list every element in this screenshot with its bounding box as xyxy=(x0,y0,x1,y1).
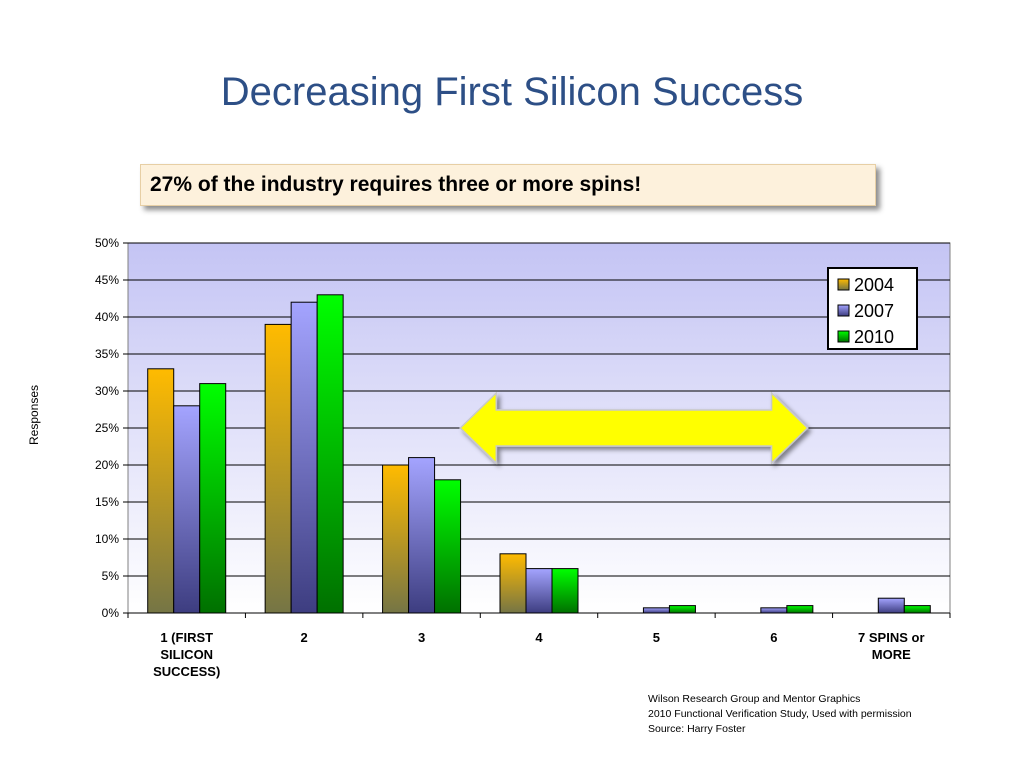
legend-label-2010: 2010 xyxy=(854,327,894,347)
source-line-3: Source: Harry Foster xyxy=(648,723,746,735)
y-tick-label: 45% xyxy=(95,273,119,287)
legend-label-2007: 2007 xyxy=(854,301,894,321)
bar-2007-1 xyxy=(173,405,201,614)
bar-2007-4 xyxy=(525,568,553,614)
x-tick-label: 1 (FIRST SILICON SUCCESS) xyxy=(153,630,220,679)
legend-label-2004: 2004 xyxy=(854,275,894,295)
y-tick-label: 20% xyxy=(95,458,119,472)
slide-title: Decreasing First Silicon Success xyxy=(220,70,804,114)
y-tick-label: 50% xyxy=(95,236,119,250)
legend-swatch-2010 xyxy=(837,330,850,343)
legend: 2004 2007 2010 xyxy=(827,267,918,350)
x-tick-label: 3 xyxy=(418,630,425,645)
legend-swatch-2004 xyxy=(837,278,850,291)
x-tick-label: 4 xyxy=(535,630,543,645)
y-axis-label: Responses xyxy=(27,385,41,445)
bar-2007-5 xyxy=(642,607,670,614)
x-tick-label: 5 xyxy=(653,630,660,645)
x-tick-label: 2 xyxy=(301,630,308,645)
y-tick-label: 35% xyxy=(95,347,119,361)
bar-2010-2 xyxy=(316,294,344,614)
y-tick-label: 0% xyxy=(102,606,120,620)
y-tick-label: 40% xyxy=(95,310,119,324)
double-arrow-shape xyxy=(459,391,809,465)
bar-2010-7 xyxy=(903,605,931,614)
x-axis-ticks: 1 (FIRST SILICON SUCCESS) 2 3 4 5 6 7 SPINS or MO… xyxy=(127,613,951,679)
callout-box: 27% of the industry requires three or mo… xyxy=(140,164,876,206)
source-line-1: Wilson Research Group and Mentor Graphic… xyxy=(648,693,861,705)
y-tick-label: 30% xyxy=(95,384,119,398)
bar-2004-1 xyxy=(147,368,175,614)
bar-2004-4 xyxy=(499,553,527,614)
x-tick-label: 6 xyxy=(770,630,777,645)
bar-2007-7 xyxy=(877,597,905,614)
bars xyxy=(147,294,931,614)
bar-2010-3 xyxy=(434,479,462,614)
y-tick-label: 15% xyxy=(95,495,119,509)
y-axis-ticks: 0% 5% 10% 15% 20% 25% 30% 35% 40% 45% 50% xyxy=(95,236,128,620)
bar-2007-6 xyxy=(760,607,788,614)
bar-2007-3 xyxy=(408,457,436,614)
source-line-2: 2010 Functional Verification Study, Used… xyxy=(648,708,912,720)
y-tick-label: 5% xyxy=(102,569,120,583)
bar-2010-6 xyxy=(786,605,814,614)
bar-2010-5 xyxy=(668,605,696,614)
x-tick-label: 7 SPINS or MORE xyxy=(858,630,924,662)
callout-text: 27% of the industry requires three or mo… xyxy=(150,173,642,196)
bar-2010-1 xyxy=(199,383,227,614)
bar-2010-4 xyxy=(551,568,579,614)
annotation-arrow xyxy=(459,391,809,465)
y-tick-label: 10% xyxy=(95,532,119,546)
bar-2004-2 xyxy=(264,323,292,614)
bar-2007-2 xyxy=(290,301,318,614)
legend-swatch-2007 xyxy=(837,304,850,317)
y-tick-label: 25% xyxy=(95,421,119,435)
bar-2004-3 xyxy=(382,464,410,614)
source-note: Wilson Research Group and Mentor Graphic… xyxy=(648,692,912,737)
